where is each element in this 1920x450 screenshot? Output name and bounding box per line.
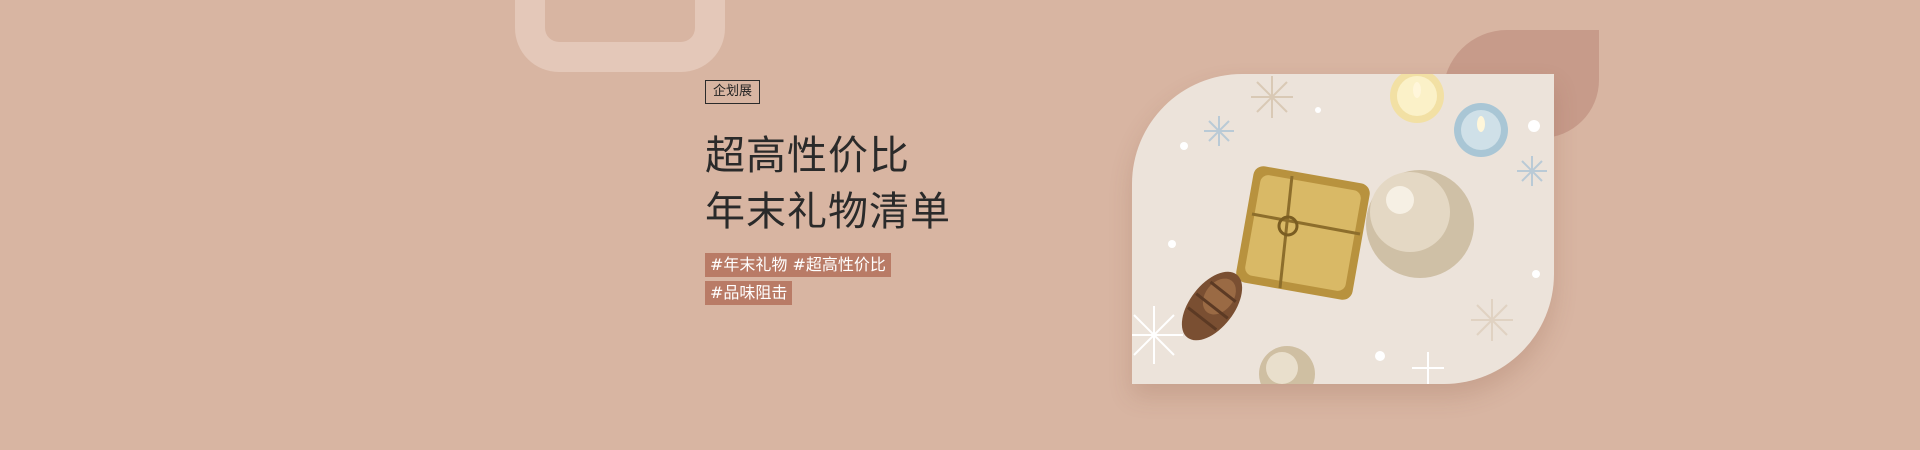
snowflake-icon: [1471, 299, 1513, 341]
pine-cone-icon: [1181, 271, 1243, 341]
hashtag-line-2[interactable]: #品味阻击: [705, 281, 793, 305]
decorative-frame-shape: [515, 0, 725, 72]
hashtag-line-1[interactable]: #年末礼物 #超高性价比: [705, 253, 891, 277]
snowflake-icon: [1251, 76, 1293, 118]
category-badge: 企划展: [705, 80, 761, 104]
snowflake-icon: [1412, 352, 1444, 384]
snow-dots: [1168, 107, 1540, 361]
candle-icon: [1390, 74, 1444, 123]
title-line-2: 年末礼物清单: [705, 189, 951, 235]
candle-icon: [1454, 103, 1508, 157]
glitter-ornament-ball-icon: [1366, 170, 1474, 278]
title-line-1: 超高性价比: [705, 133, 910, 179]
glitter-ornament-ball-icon: [1259, 346, 1315, 384]
product-photo[interactable]: [1132, 74, 1554, 384]
banner-title: 超高性价比 年末礼物清单: [705, 128, 951, 240]
snowflake-icon: [1517, 156, 1547, 186]
gift-box-icon: [1236, 166, 1370, 300]
snowflake-icon: [1132, 306, 1183, 364]
snowflake-icon: [1204, 116, 1234, 146]
